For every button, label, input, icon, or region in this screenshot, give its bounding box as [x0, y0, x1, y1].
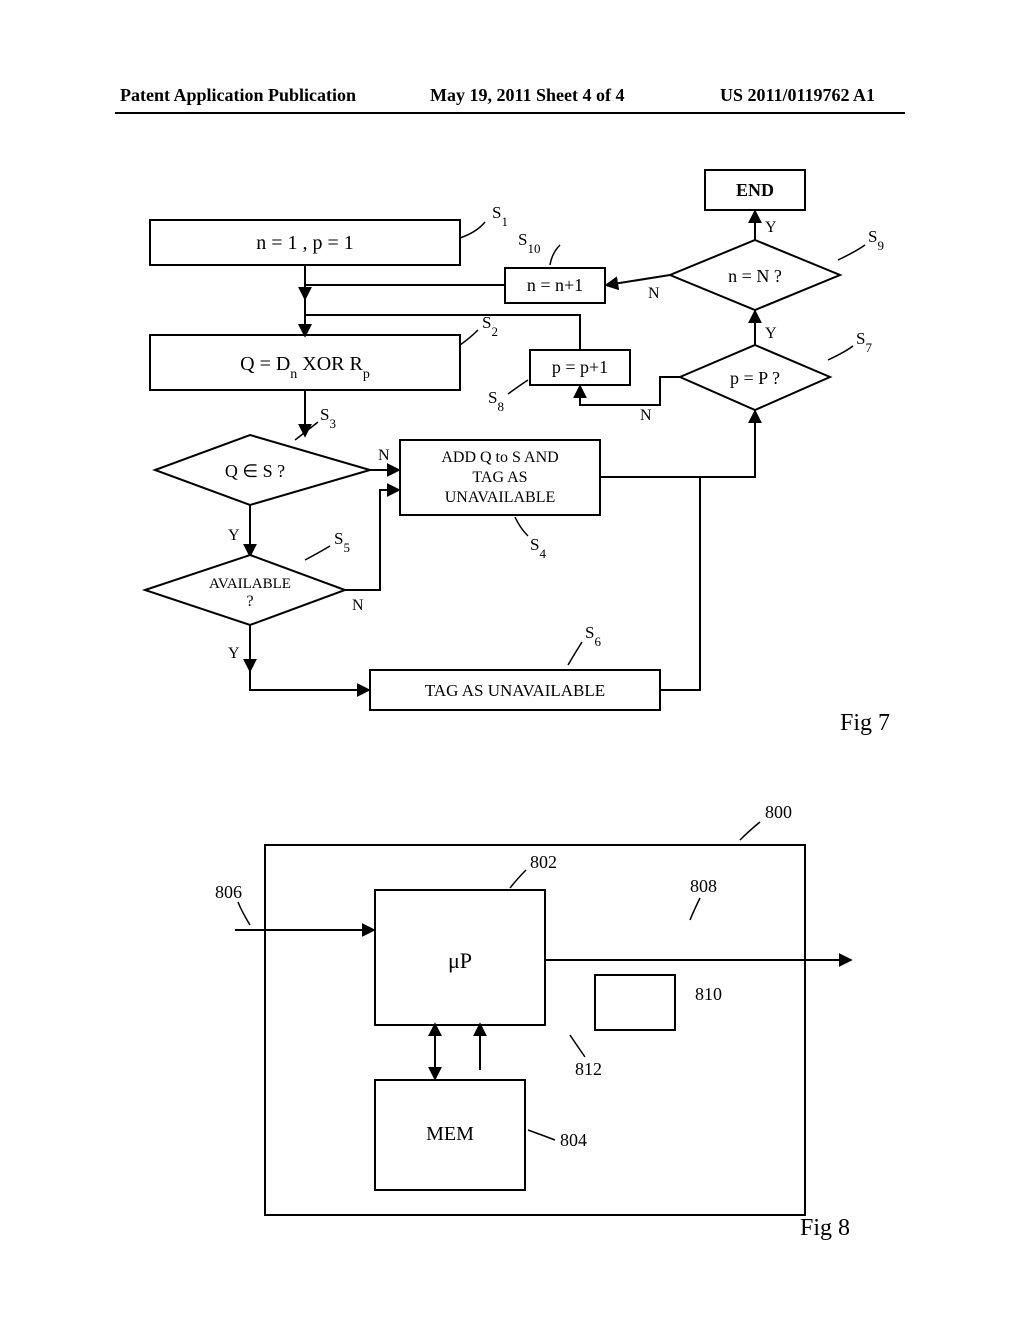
- s5-l2: ?: [246, 593, 253, 610]
- header-right: US 2011/0119762 A1: [720, 85, 875, 106]
- s2-note: S2: [482, 313, 498, 339]
- s1-text: n = 1 , p = 1: [256, 232, 354, 254]
- s3-text: Q ∈ S ?: [225, 461, 285, 481]
- s9-text: n = N ?: [728, 266, 782, 286]
- s7-y: Y: [765, 325, 777, 342]
- s10-note: S10: [518, 230, 540, 256]
- s1-leader: [460, 222, 485, 238]
- s5-note: S5: [334, 529, 350, 555]
- ref800: 800: [765, 802, 792, 822]
- ref808: 808: [690, 876, 717, 896]
- s6-note: S6: [585, 623, 601, 649]
- end-text: END: [736, 180, 774, 200]
- s9-n: N: [648, 285, 660, 302]
- s10-leader: [550, 245, 560, 265]
- s3-n: N: [378, 447, 390, 464]
- s3-leader: [295, 422, 318, 440]
- s5-l1: AVAILABLE: [209, 576, 291, 592]
- s4-l3: UNAVAILABLE: [445, 489, 556, 506]
- s9-leader: [838, 245, 865, 260]
- ref806-leader: [238, 902, 250, 925]
- s8-note: S8: [488, 388, 504, 414]
- s7-note: S7: [856, 329, 872, 355]
- ref810: 810: [695, 984, 722, 1004]
- s9-s10-arrow: [607, 275, 670, 285]
- s5-n: N: [352, 597, 364, 614]
- s5-y: Y: [228, 645, 240, 662]
- s1-note: S1: [492, 203, 508, 229]
- fig8-label: Fig 8: [800, 1215, 850, 1240]
- s10-merge-arrow: [305, 285, 505, 298]
- ref806: 806: [215, 882, 242, 902]
- s3-y: Y: [228, 527, 240, 544]
- mp-text: μP: [448, 948, 472, 973]
- s3-note: S3: [320, 405, 336, 431]
- s8-leader: [508, 380, 528, 394]
- figure-7: END n = 1 , p = 1 S1 n = n+1 S10 n = N ?…: [120, 160, 940, 760]
- s4-l2: TAG AS: [472, 469, 527, 486]
- ref812: 812: [575, 1059, 602, 1079]
- s6-join: [660, 477, 700, 690]
- s9-note: S9: [868, 227, 884, 253]
- s6-text: TAG AS UNAVAILABLE: [425, 681, 605, 700]
- s5-n-arrow: [345, 490, 398, 590]
- s10-text: n = n+1: [527, 275, 583, 295]
- fig7-label: Fig 7: [840, 710, 890, 736]
- header-center: May 19, 2011 Sheet 4 of 4: [430, 85, 624, 106]
- s6-leader: [568, 642, 582, 665]
- s7-text: p = P ?: [730, 368, 780, 388]
- s4-l1: ADD Q to S AND: [441, 449, 558, 466]
- s4-note: S4: [530, 535, 546, 561]
- s4-s7-arrow: [600, 412, 755, 477]
- figure-8: 800 μP 802 806 808 810 812 MEM 804 Fig 8: [180, 790, 900, 1240]
- s7-leader: [828, 346, 853, 360]
- s2-leader: [460, 330, 478, 345]
- ref804: 804: [560, 1130, 587, 1150]
- s8-text: p = p+1: [552, 357, 608, 377]
- s4-leader: [515, 517, 528, 536]
- s5-leader: [305, 546, 330, 560]
- mem-text: MEM: [426, 1123, 474, 1145]
- block-810: [595, 975, 675, 1030]
- header-left: Patent Application Publication: [120, 85, 356, 106]
- s9-y: Y: [765, 219, 777, 236]
- ref800-leader: [740, 822, 760, 840]
- header-rule: [115, 112, 905, 114]
- ref802: 802: [530, 852, 557, 872]
- s5-s6-h: [250, 670, 368, 690]
- s7-n: N: [640, 407, 652, 424]
